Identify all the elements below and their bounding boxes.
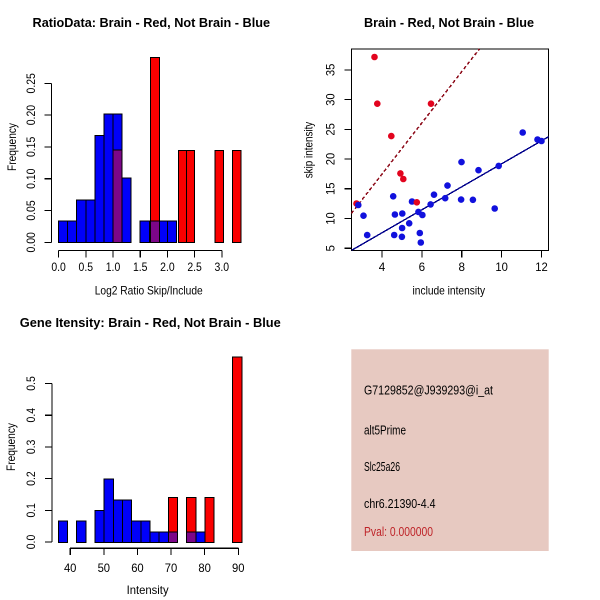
svg-text:5: 5 (324, 245, 338, 252)
svg-text:Frequency: Frequency (4, 423, 18, 471)
svg-text:chr6.21390-4.4: chr6.21390-4.4 (364, 496, 436, 511)
svg-text:0.3: 0.3 (24, 439, 38, 454)
svg-text:30: 30 (323, 93, 337, 106)
svg-text:0.20: 0.20 (24, 105, 38, 126)
svg-text:0.25: 0.25 (24, 73, 38, 94)
svg-text:Intensity: Intensity (127, 583, 169, 597)
svg-text:G7129852@J939293@i_at: G7129852@J939293@i_at (364, 383, 493, 398)
svg-text:0.4: 0.4 (24, 408, 38, 423)
svg-text:include intensity: include intensity (413, 284, 486, 298)
svg-text:RatioData: Brain - Red, Not Br: RatioData: Brain - Red, Not Brain - Blue (33, 15, 271, 30)
svg-text:0.05: 0.05 (24, 200, 38, 221)
svg-text:80: 80 (198, 561, 211, 575)
svg-text:Pval: 0.000000: Pval: 0.000000 (364, 524, 433, 539)
svg-text:25: 25 (324, 123, 338, 136)
svg-text:0.2: 0.2 (24, 471, 38, 486)
svg-text:0.10: 0.10 (24, 168, 38, 189)
svg-text:Log2 Ratio Skip/Include: Log2 Ratio Skip/Include (95, 284, 203, 298)
svg-text:Slc25a26: Slc25a26 (364, 459, 400, 474)
svg-text:4: 4 (379, 260, 386, 274)
svg-text:0.5: 0.5 (79, 260, 94, 274)
svg-text:0.15: 0.15 (24, 136, 38, 157)
svg-text:90: 90 (232, 561, 245, 575)
svg-text:1.5: 1.5 (133, 260, 148, 274)
svg-text:2.0: 2.0 (160, 260, 175, 274)
svg-text:Brain - Red, Not Brain - Blue: Brain - Red, Not Brain - Blue (364, 15, 534, 30)
svg-text:35: 35 (324, 63, 338, 76)
svg-text:0.1: 0.1 (24, 503, 38, 518)
svg-text:6: 6 (419, 260, 426, 274)
svg-text:10: 10 (323, 212, 337, 225)
svg-text:10: 10 (495, 260, 508, 274)
svg-text:skip intensity: skip intensity (302, 122, 316, 179)
svg-text:12: 12 (535, 260, 548, 274)
svg-text:2.5: 2.5 (187, 260, 202, 274)
svg-text:0.0: 0.0 (24, 534, 38, 549)
svg-text:0.5: 0.5 (24, 376, 38, 391)
svg-text:0.00: 0.00 (24, 232, 38, 253)
svg-text:Frequency: Frequency (5, 123, 19, 171)
svg-text:50: 50 (98, 561, 111, 575)
svg-text:40: 40 (64, 561, 77, 575)
svg-text:8: 8 (459, 260, 466, 274)
svg-text:60: 60 (131, 561, 144, 575)
svg-text:15: 15 (324, 182, 338, 195)
svg-text:1.0: 1.0 (106, 260, 121, 274)
svg-text:alt5Prime: alt5Prime (364, 423, 406, 438)
svg-text:Gene Itensity: Brain - Red, No: Gene Itensity: Brain - Red, Not Brain - … (20, 315, 281, 330)
svg-text:20: 20 (324, 153, 338, 166)
svg-text:70: 70 (165, 561, 178, 575)
svg-text:3.0: 3.0 (215, 260, 230, 274)
svg-text:0.0: 0.0 (51, 260, 66, 274)
